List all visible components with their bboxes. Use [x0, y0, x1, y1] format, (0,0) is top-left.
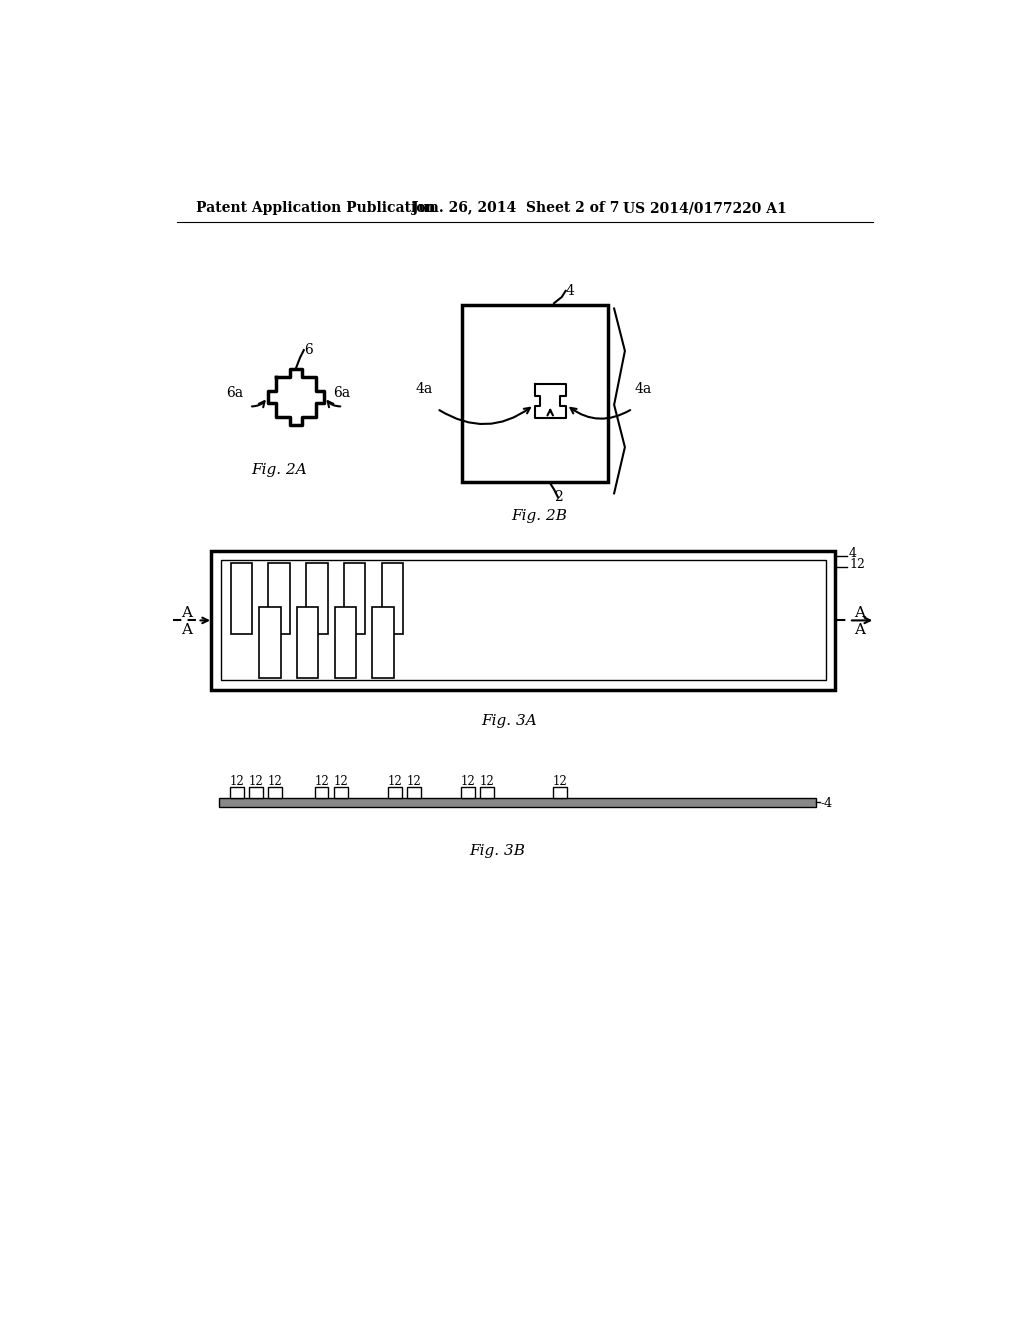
- Text: Jun. 26, 2014  Sheet 2 of 7: Jun. 26, 2014 Sheet 2 of 7: [412, 202, 618, 215]
- Bar: [306, 562, 328, 635]
- Text: 6a: 6a: [333, 387, 350, 400]
- Text: Fig. 3B: Fig. 3B: [469, 845, 525, 858]
- Bar: [480, 788, 494, 797]
- Bar: [461, 788, 475, 797]
- Text: 6: 6: [304, 343, 312, 358]
- Text: 12: 12: [461, 775, 475, 788]
- Text: 12: 12: [387, 775, 402, 788]
- Bar: [211, 552, 836, 689]
- Text: 12: 12: [479, 775, 495, 788]
- Text: A: A: [181, 606, 193, 619]
- Bar: [335, 607, 356, 678]
- Text: 4a: 4a: [416, 383, 433, 396]
- Bar: [219, 797, 816, 807]
- Text: -4: -4: [820, 797, 833, 810]
- Text: 4a: 4a: [635, 383, 652, 396]
- Bar: [388, 788, 401, 797]
- Text: 2: 2: [554, 490, 563, 504]
- Text: A: A: [854, 606, 865, 619]
- Text: 4: 4: [849, 546, 857, 560]
- Text: Patent Application Publication: Patent Application Publication: [196, 202, 435, 215]
- Text: A: A: [181, 623, 193, 636]
- Text: 12: 12: [334, 775, 348, 788]
- Bar: [382, 562, 403, 635]
- Text: 12: 12: [314, 775, 329, 788]
- Text: 12: 12: [407, 775, 421, 788]
- Bar: [344, 562, 366, 635]
- Text: 4: 4: [565, 284, 574, 298]
- Bar: [230, 788, 244, 797]
- Bar: [297, 607, 318, 678]
- Bar: [462, 305, 608, 482]
- Bar: [334, 788, 348, 797]
- Bar: [259, 607, 281, 678]
- Text: Fig. 3A: Fig. 3A: [481, 714, 537, 727]
- Bar: [314, 788, 329, 797]
- Bar: [407, 788, 421, 797]
- Bar: [230, 562, 252, 635]
- Text: A: A: [854, 623, 865, 636]
- Text: 6a: 6a: [226, 387, 243, 400]
- Text: 12: 12: [553, 775, 567, 788]
- Text: Fig. 2A: Fig. 2A: [252, 463, 307, 478]
- Bar: [373, 607, 394, 678]
- Text: 12: 12: [268, 775, 283, 788]
- Bar: [268, 562, 290, 635]
- Bar: [249, 788, 263, 797]
- Text: US 2014/0177220 A1: US 2014/0177220 A1: [624, 202, 787, 215]
- Text: Fig. 2B: Fig. 2B: [512, 510, 567, 524]
- Text: 12: 12: [849, 557, 865, 570]
- Text: 12: 12: [229, 775, 244, 788]
- Text: 12: 12: [249, 775, 263, 788]
- Bar: [220, 560, 826, 681]
- Bar: [268, 788, 283, 797]
- Bar: [553, 788, 567, 797]
